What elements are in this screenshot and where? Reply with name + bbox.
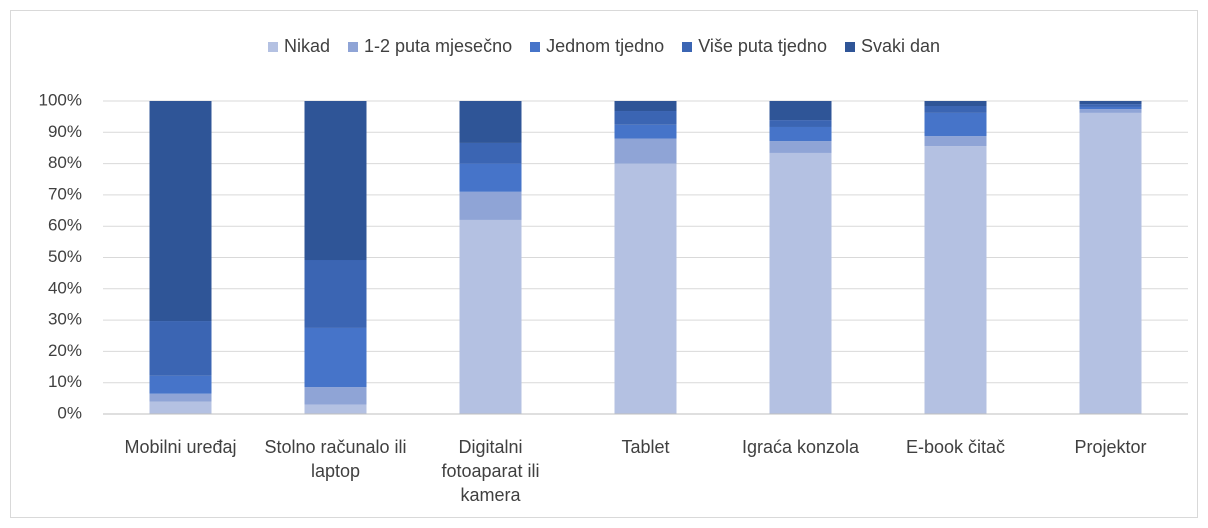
legend-item: Jednom tjedno [530, 36, 664, 57]
bar-segment [1079, 104, 1142, 107]
legend-item: Svaki dan [844, 36, 941, 57]
bar-segment [614, 138, 677, 164]
y-tick-label: 10% [48, 372, 82, 391]
x-tick-label: Igraća konzola [741, 437, 860, 457]
bar-segment [769, 126, 832, 142]
legend: Nikad 1-2 puta mjesečno Jednom tjedno Više … [0, 36, 1208, 57]
y-tick-label: 100% [39, 90, 82, 109]
legend-item: Nikad [267, 36, 330, 57]
x-tick-label: Digitalni fotoaparat ili kamera [441, 437, 540, 505]
bar-segment [614, 111, 677, 125]
x-tick-label: E-book čitač [905, 437, 1006, 457]
legend-label: Svaki dan [860, 36, 941, 56]
bar-segment [459, 219, 522, 414]
y-tick-label: 40% [48, 278, 82, 297]
bar-segment [614, 124, 677, 139]
bar-segment [304, 404, 367, 414]
legend-swatch [682, 41, 693, 52]
y-tick-label: 60% [48, 216, 82, 235]
legend-item: 1-2 puta mjesečno [348, 36, 512, 57]
x-tick-label: Tablet [621, 437, 670, 457]
legend-swatch [348, 41, 358, 52]
bar-segment [149, 393, 212, 402]
bar-segment [459, 142, 522, 164]
bar-segment [304, 327, 367, 388]
x-tick-label: Stolno računalo ili laptop [264, 437, 407, 481]
y-tick-label: 50% [48, 247, 82, 266]
legend-label: Jednom tjedno [546, 36, 665, 56]
y-tick-label: 90% [48, 122, 82, 141]
bar-segment [304, 387, 367, 405]
bar-segment [304, 101, 367, 261]
x-tick-label: Projektor [1074, 437, 1147, 457]
y-tick-label: 80% [48, 153, 82, 172]
bar-segment [149, 321, 212, 376]
legend-label: 1-2 puta mjesečno [364, 36, 513, 56]
bar-segment [924, 112, 987, 137]
y-tick-label: 30% [48, 310, 82, 329]
bar-segment [1079, 106, 1142, 110]
bar-segment [924, 101, 987, 107]
bar-segment [459, 191, 522, 220]
bar-segment [304, 260, 367, 328]
bar-segment [924, 136, 987, 147]
bar-segment [1079, 112, 1142, 415]
legend-label: Više puta tjedno [698, 36, 827, 56]
bar-segment [149, 401, 212, 414]
bar-segment [769, 141, 832, 153]
bar-segment [614, 163, 677, 414]
y-tick-label: 20% [48, 341, 82, 360]
y-tick-label: 0% [57, 403, 82, 422]
bar-segment [924, 106, 987, 113]
legend-swatch [267, 41, 278, 52]
bar-segment [769, 101, 832, 121]
bar-segment [769, 120, 832, 127]
bar-segment [459, 163, 522, 192]
bar-segment [459, 101, 522, 143]
bar-segment [924, 146, 987, 414]
bar-segment [1079, 109, 1142, 113]
chart-border [10, 10, 1198, 518]
legend-item: Više puta tjedno [682, 36, 827, 57]
bar-segment [149, 375, 212, 394]
legend-swatch [530, 41, 541, 52]
legend-swatch [844, 41, 855, 52]
legend-label: Nikad [283, 36, 330, 56]
bar-segment [769, 152, 832, 414]
bar-segment [1079, 101, 1142, 105]
bar-segment [614, 101, 677, 112]
y-tick-label: 70% [48, 184, 82, 203]
bar-segment [149, 101, 212, 322]
x-tick-label: Mobilni uređaj [124, 437, 237, 457]
